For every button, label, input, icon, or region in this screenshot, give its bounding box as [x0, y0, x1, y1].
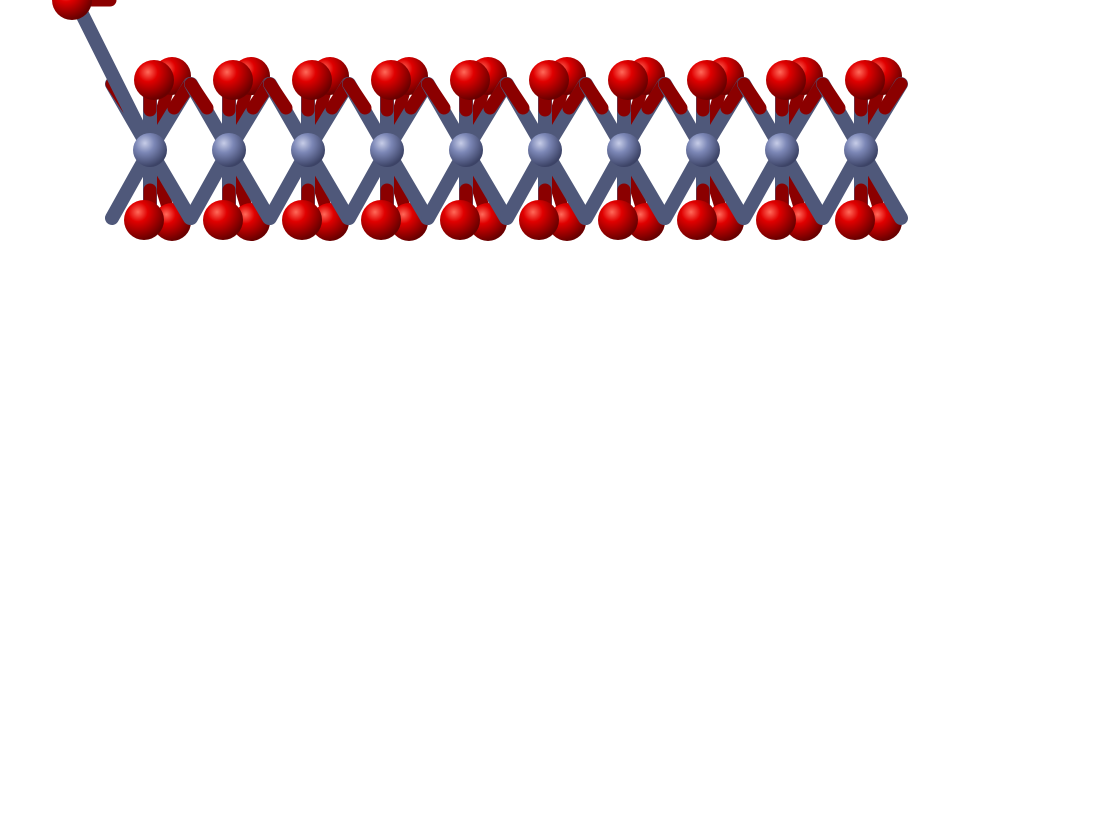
- oxygen-atom: [677, 200, 717, 240]
- cobalt-atom: [291, 133, 325, 167]
- co-o-bond: [658, 77, 688, 115]
- co-o-bond: [263, 77, 293, 115]
- cobalt-atom: [765, 133, 799, 167]
- co-o-bond: [737, 77, 767, 115]
- oxygen-atom: [292, 60, 332, 100]
- cobalt-atom: [449, 133, 483, 167]
- oxygen-atom: [450, 60, 490, 100]
- cobalt-atom: [133, 133, 167, 167]
- oxygen-atom: [519, 200, 559, 240]
- oxygen-atom: [371, 60, 411, 100]
- co-o-bond: [579, 77, 609, 115]
- co-o-bond: [500, 77, 530, 115]
- co-o-bond: [421, 77, 451, 115]
- oxygen-atom: [124, 200, 164, 240]
- co-o-bond: [816, 77, 846, 115]
- co-o-bond: [342, 77, 372, 115]
- cobalt-atom: [528, 133, 562, 167]
- oxygen-atom: [845, 60, 885, 100]
- cobalt-atom: [686, 133, 720, 167]
- co-o-bond: [878, 77, 908, 115]
- oxygen-atom: [529, 60, 569, 100]
- cobalt-atom: [370, 133, 404, 167]
- atoms-front-group: [52, 0, 885, 240]
- co-o-bond: [184, 77, 214, 115]
- oxygen-atom: [766, 60, 806, 100]
- oxygen-atom: [203, 200, 243, 240]
- oxygen-atom: [213, 60, 253, 100]
- cobalt-atom: [212, 133, 246, 167]
- oxygen-atom: [835, 200, 875, 240]
- oxygen-atom: [756, 200, 796, 240]
- oxygen-atom: [608, 60, 648, 100]
- co-o-bond: [68, 0, 157, 157]
- oxygen-atom: [282, 200, 322, 240]
- cobalt-atom: [607, 133, 641, 167]
- oxygen-atom: [687, 60, 727, 100]
- oxygen-atom: [52, 0, 92, 20]
- oxygen-atom: [440, 200, 480, 240]
- oxygen-atom: [361, 200, 401, 240]
- oxygen-atom: [598, 200, 638, 240]
- bonds-front-group: [68, 0, 908, 227]
- cobalt-atom: [844, 133, 878, 167]
- oxygen-atom: [134, 60, 174, 100]
